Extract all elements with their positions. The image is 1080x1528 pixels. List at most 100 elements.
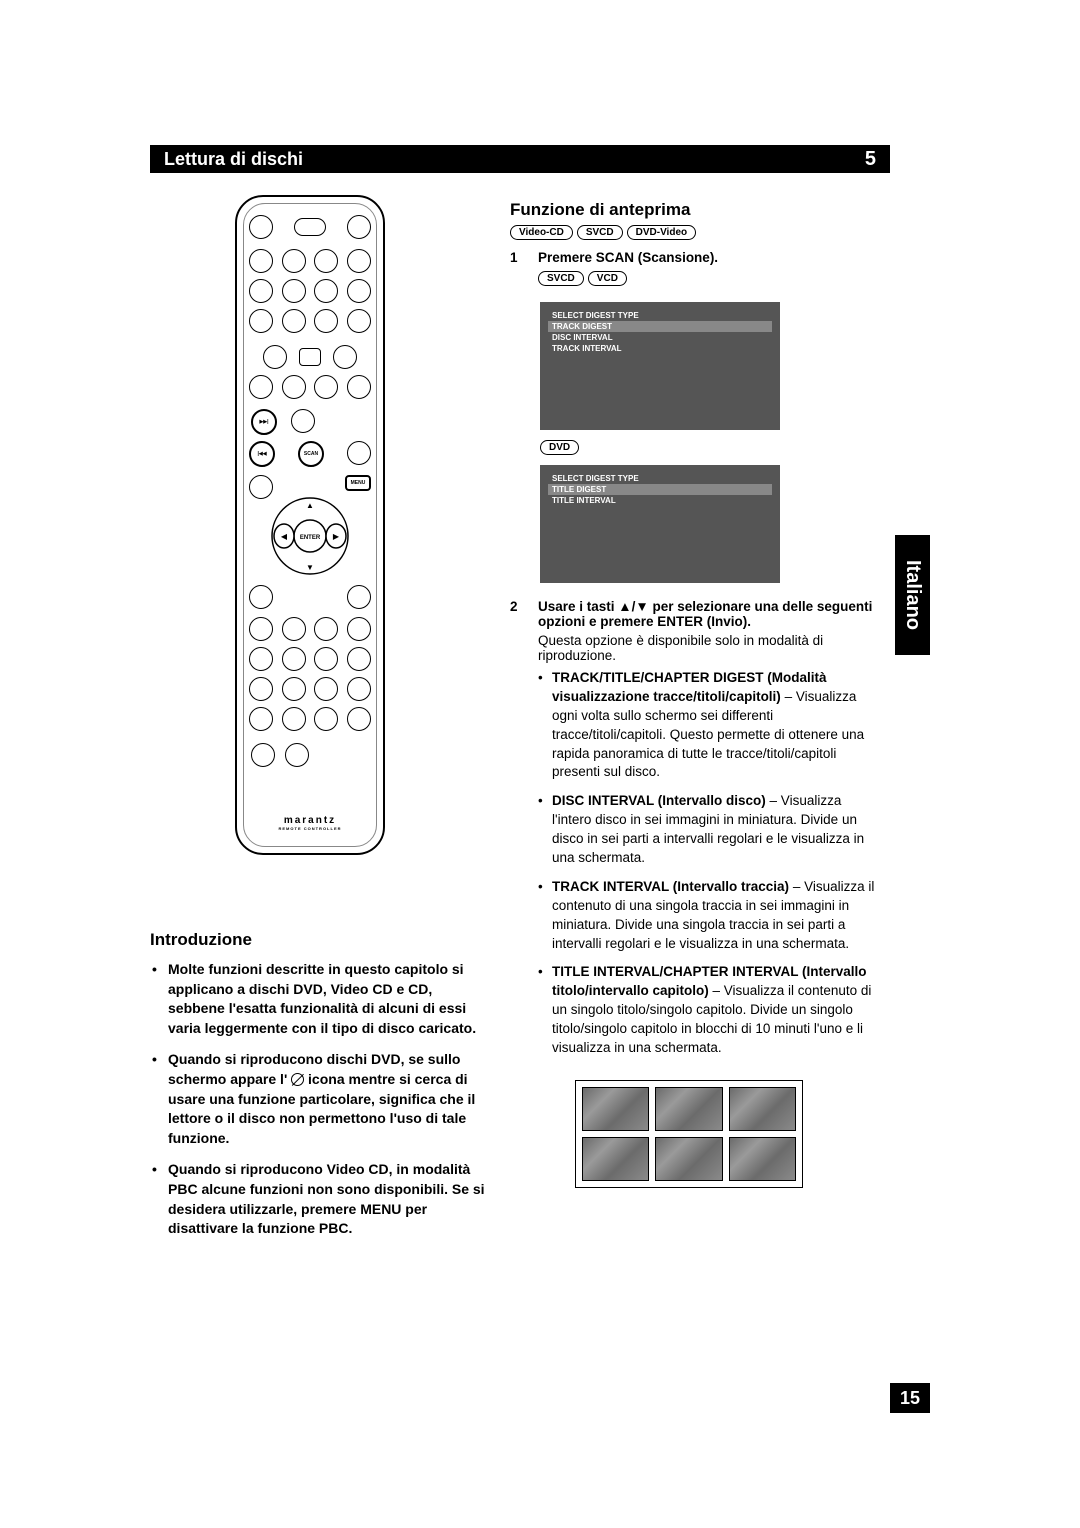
step-2: 2 Usare i tasti ▲/▼ per selezionare una …	[510, 599, 880, 1068]
scan-button: SCAN	[298, 441, 324, 467]
remote-button	[282, 677, 306, 701]
remote-button	[282, 707, 306, 731]
thumbnail	[729, 1087, 796, 1131]
remote-button	[347, 617, 371, 641]
remote-row	[237, 375, 383, 399]
remote-button	[314, 707, 338, 731]
prev-button: |◀◀	[249, 441, 275, 467]
intro-title: Introduzione	[150, 930, 490, 950]
screen-a: SELECT DIGEST TYPE TRACK DIGEST DISC INT…	[540, 302, 780, 430]
dpad-ring-svg: ENTER ▲ ▼ ◀ ▶	[271, 497, 349, 575]
svg-text:▼: ▼	[306, 563, 314, 572]
screen-highlight: TRACK DIGEST	[548, 321, 772, 332]
remote-button	[314, 647, 338, 671]
remote-button	[347, 647, 371, 671]
step2-bullet: TRACK INTERVAL (Intervallo traccia) – Vi…	[552, 878, 880, 954]
intro-bullet: Quando si riproducono dischi DVD, se sul…	[168, 1050, 490, 1148]
remote-button	[347, 309, 371, 333]
step2-bullets: TRACK/TITLE/CHAPTER DIGEST (Modalità vis…	[538, 669, 880, 1058]
bullet-bold: DISC INTERVAL (Intervallo disco)	[552, 793, 766, 808]
remote-button	[282, 647, 306, 671]
screen-header: SELECT DIGEST TYPE	[548, 473, 772, 484]
remote-illustration: ▶▶| |◀◀ SCAN MENU ENTER ▲ ▼ ◀ ▶	[235, 195, 385, 855]
remote-button	[347, 375, 371, 399]
prohibit-icon	[291, 1073, 304, 1086]
step2-note: Questa opzione è disponibile solo in mod…	[538, 633, 880, 663]
remote-row	[237, 279, 383, 303]
format-pill: SVCD	[577, 225, 623, 240]
remote-button	[249, 475, 273, 499]
format-pill: DVD	[540, 440, 579, 455]
remote-row	[237, 249, 383, 273]
remote-button	[249, 309, 273, 333]
remote-row	[237, 677, 383, 701]
intro-list: Molte funzioni descritte in questo capit…	[150, 960, 490, 1239]
step-1: 1 Premere SCAN (Scansione). SVCD VCD	[510, 250, 880, 296]
remote-row	[237, 743, 383, 767]
remote-button	[314, 375, 338, 399]
page-number: 15	[890, 1383, 930, 1413]
step-number: 2	[510, 599, 524, 1068]
remote-row	[237, 215, 383, 239]
screen-highlight: TITLE DIGEST	[548, 484, 772, 495]
next-button: ▶▶|	[251, 409, 277, 435]
thumbnail	[729, 1137, 796, 1181]
remote-button	[333, 345, 357, 369]
remote-row	[237, 617, 383, 641]
brand-area: marantz REMOTE CONTROLLER	[237, 815, 383, 831]
menu-label: MENU	[351, 480, 366, 486]
remote-button	[249, 647, 273, 671]
remote-button	[285, 743, 309, 767]
remote-button	[294, 218, 326, 236]
menu-button: MENU	[345, 475, 371, 491]
preview-title: Funzione di anteprima	[510, 200, 880, 220]
format-pill: DVD-Video	[627, 225, 697, 240]
step-body: Premere SCAN (Scansione). SVCD VCD	[538, 250, 880, 296]
language-tab: Italiano	[895, 535, 930, 655]
chapter-number: 5	[865, 148, 876, 171]
screen-item: TITLE INTERVAL	[548, 495, 772, 506]
remote-button	[314, 249, 338, 273]
bullet-bold: TRACK/TITLE/CHAPTER DIGEST (Modalità vis…	[552, 670, 827, 704]
step2-bullet: DISC INTERVAL (Intervallo disco) – Visua…	[552, 792, 880, 868]
brand-label: marantz	[237, 815, 383, 826]
remote-button	[282, 617, 306, 641]
remote-button	[282, 309, 306, 333]
remote-button	[249, 215, 273, 239]
left-column: Introduzione Molte funzioni descritte in…	[150, 930, 490, 1251]
remote-button	[251, 743, 275, 767]
screen-b: SELECT DIGEST TYPE TITLE DIGEST TITLE IN…	[540, 465, 780, 583]
format-pill: VCD	[588, 271, 627, 286]
thumbnail-grid	[575, 1080, 803, 1188]
enter-label: ENTER	[300, 535, 321, 541]
screen-item: TRACK INTERVAL	[548, 343, 772, 354]
scan-label: SCAN	[304, 451, 318, 457]
remote-row	[237, 309, 383, 333]
step-number: 1	[510, 250, 524, 296]
pill-row-b: DVD	[540, 440, 880, 455]
step2-text: Usare i tasti ▲/▼ per selezionare una de…	[538, 599, 880, 629]
dpad: ENTER ▲ ▼ ◀ ▶	[271, 497, 349, 575]
remote-button	[347, 707, 371, 731]
right-column: Funzione di anteprima Video-CD SVCD DVD-…	[510, 200, 880, 1188]
format-pill: Video-CD	[510, 225, 573, 240]
step2-bullet: TITLE INTERVAL/CHAPTER INTERVAL (Interva…	[552, 963, 880, 1057]
remote-row	[237, 585, 383, 609]
thumbnail	[582, 1137, 649, 1181]
remote-row	[237, 707, 383, 731]
remote-button	[314, 309, 338, 333]
thumbnail	[655, 1137, 722, 1181]
remote-button	[347, 279, 371, 303]
remote-button	[347, 677, 371, 701]
remote-button	[314, 677, 338, 701]
screen-header: SELECT DIGEST TYPE	[548, 310, 772, 321]
remote-button	[249, 617, 273, 641]
remote-button	[347, 441, 371, 465]
step-body: Usare i tasti ▲/▼ per selezionare una de…	[538, 599, 880, 1068]
remote-button	[249, 279, 273, 303]
intro-bullet: Molte funzioni descritte in questo capit…	[168, 960, 490, 1038]
chapter-title: Lettura di dischi	[164, 149, 303, 170]
remote-button	[249, 375, 273, 399]
remote-button	[347, 215, 371, 239]
svg-text:▲: ▲	[306, 501, 314, 510]
